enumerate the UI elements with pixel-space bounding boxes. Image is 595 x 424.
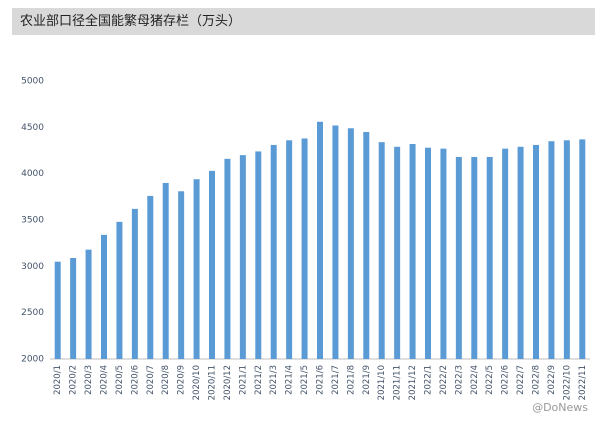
x-tick-label: 2022/3 — [454, 365, 464, 395]
x-tick-label: 2020/4 — [100, 365, 110, 395]
bar — [347, 128, 354, 359]
x-tick-label: 2021/1 — [238, 365, 248, 395]
x-tick-label: 2022/2 — [439, 365, 449, 395]
bar — [471, 156, 478, 359]
bar — [209, 170, 215, 359]
x-tick-label: 2020/7 — [146, 365, 156, 395]
x-tick-label: 2020/11 — [208, 365, 218, 400]
bar — [517, 146, 524, 359]
chart-title: 农业部口径全国能繁母猪存栏（万头） — [20, 13, 241, 29]
bar — [178, 191, 185, 359]
bar — [85, 249, 92, 359]
x-tick-label: 2022/1 — [424, 365, 434, 395]
x-tick-label: 2022/5 — [485, 365, 495, 395]
bar — [332, 125, 339, 359]
y-tick-label: 2500 — [21, 308, 44, 318]
x-tick-label: 2021/12 — [408, 365, 418, 400]
x-tick-label: 2020/10 — [192, 365, 202, 400]
bar — [70, 257, 77, 359]
x-tick-label: 2022/7 — [516, 365, 526, 395]
x-tick-label: 2020/5 — [115, 365, 125, 395]
bar — [533, 144, 539, 359]
bar — [394, 146, 401, 359]
bar — [579, 139, 586, 359]
y-tick-label: 4000 — [21, 169, 44, 179]
bar — [440, 148, 447, 359]
x-tick-label: 2020/2 — [69, 365, 79, 395]
x-tick-label: 2021/4 — [285, 365, 295, 395]
bar — [317, 121, 323, 359]
bar — [455, 156, 462, 359]
bar — [502, 148, 509, 359]
bar — [224, 158, 231, 359]
y-tick-label: 4500 — [21, 123, 44, 133]
bar — [54, 261, 61, 359]
bar — [116, 221, 123, 359]
x-tick-label: 2020/12 — [223, 365, 233, 400]
x-tick-label: 2021/10 — [377, 365, 387, 400]
x-tick-label: 2021/6 — [316, 365, 326, 395]
title-bar — [12, 8, 595, 35]
bar — [162, 182, 169, 359]
bar — [239, 155, 246, 359]
bar — [193, 179, 200, 359]
bar — [409, 144, 416, 359]
x-tick-label: 2020/3 — [84, 365, 94, 395]
bar — [147, 195, 154, 359]
x-tick-label: 2021/3 — [269, 365, 279, 395]
bar — [563, 140, 570, 359]
y-tick-label: 3000 — [21, 262, 44, 272]
bar — [270, 144, 277, 359]
x-tick-label: 2022/6 — [501, 365, 511, 395]
bar — [286, 140, 293, 359]
x-tick-label: 2022/9 — [547, 365, 557, 395]
x-tick-label: 2021/5 — [300, 365, 310, 395]
bar — [255, 151, 262, 359]
watermark: @DoNews — [532, 401, 588, 414]
x-tick-label: 2020/1 — [53, 365, 63, 395]
x-tick-label: 2021/2 — [254, 365, 264, 395]
x-tick-label: 2021/9 — [362, 365, 372, 395]
x-tick-label: 2020/8 — [161, 365, 171, 395]
bar — [378, 142, 385, 359]
bar — [101, 234, 107, 359]
y-tick-label: 2000 — [21, 355, 44, 365]
x-tick-label: 2022/8 — [532, 365, 542, 395]
x-tick-label: 2021/11 — [393, 365, 403, 400]
bar — [548, 141, 555, 359]
y-tick-label: 5000 — [21, 77, 44, 87]
bar — [486, 156, 493, 359]
x-tick-label: 2021/7 — [331, 365, 341, 395]
bar — [425, 147, 431, 359]
x-tick-label: 2020/6 — [130, 365, 140, 395]
x-tick-label: 2022/11 — [578, 365, 588, 400]
x-tick-label: 2021/8 — [346, 365, 356, 395]
x-tick-label: 2020/9 — [177, 365, 187, 395]
y-tick-label: 3500 — [21, 216, 44, 226]
x-tick-label: 2022/4 — [470, 365, 480, 395]
bar — [131, 208, 138, 359]
x-tick-label: 2022/10 — [562, 365, 572, 400]
bar — [363, 131, 370, 359]
bar — [301, 138, 308, 359]
